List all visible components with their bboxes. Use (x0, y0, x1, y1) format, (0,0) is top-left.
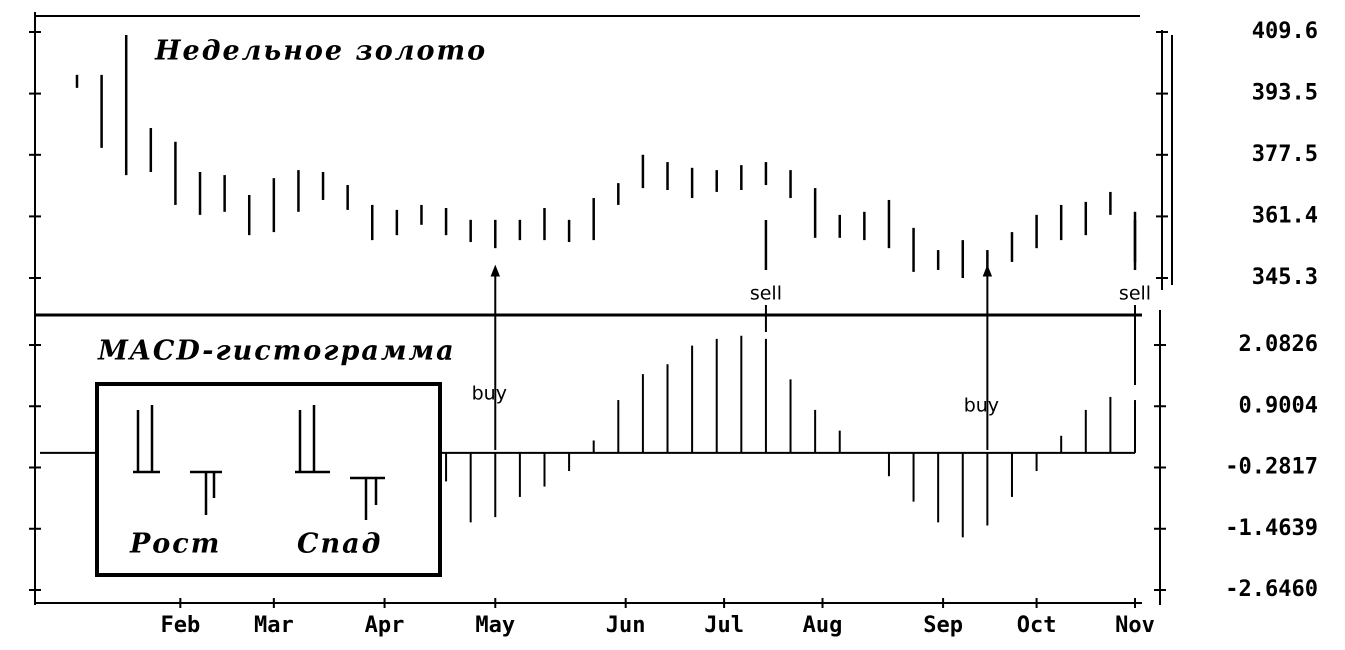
x-tick-label: Sep (923, 613, 963, 638)
y-tick-label: 0.9004 (1239, 393, 1318, 418)
x-tick-label: Feb (160, 613, 200, 638)
y-tick-label: -1.4639 (1225, 516, 1318, 541)
legend-glyph (295, 405, 385, 520)
legend-glyph (133, 405, 222, 515)
panel-title: Недельное золото (154, 36, 487, 67)
annotation: sell (1119, 283, 1151, 305)
x-tick-label: Jul (704, 613, 744, 638)
arrow-head (490, 264, 501, 277)
x-tick-label: Oct (1017, 613, 1057, 638)
annotation: sell (750, 283, 782, 305)
y-tick-label: 409.6 (1252, 19, 1318, 44)
x-tick-label: Mar (254, 613, 294, 638)
annotation: buy (472, 383, 507, 405)
x-tick-label: May (475, 613, 515, 638)
x-tick-label: Aug (803, 613, 843, 638)
y-tick-label: 2.0826 (1239, 332, 1318, 357)
arrow-head (982, 264, 993, 277)
x-tick-label: Jun (606, 613, 646, 638)
y-tick-label: -2.6460 (1225, 577, 1318, 602)
panel-title: MACD-гистограмма (97, 336, 456, 367)
y-tick-label: -0.2817 (1225, 455, 1318, 480)
legend-label: Рост (129, 529, 221, 560)
y-tick-label: 345.3 (1252, 265, 1318, 290)
y-tick-label: 361.4 (1252, 203, 1318, 228)
legend-label: Спад (297, 529, 382, 560)
x-tick-label: Apr (365, 613, 405, 638)
y-tick-label: 393.5 (1252, 81, 1318, 106)
x-tick-label: Nov (1115, 613, 1155, 638)
legend-box (95, 382, 442, 577)
annotation: buy (964, 395, 999, 417)
y-tick-label: 377.5 (1252, 142, 1318, 167)
legend: Рост Спад (95, 382, 442, 577)
